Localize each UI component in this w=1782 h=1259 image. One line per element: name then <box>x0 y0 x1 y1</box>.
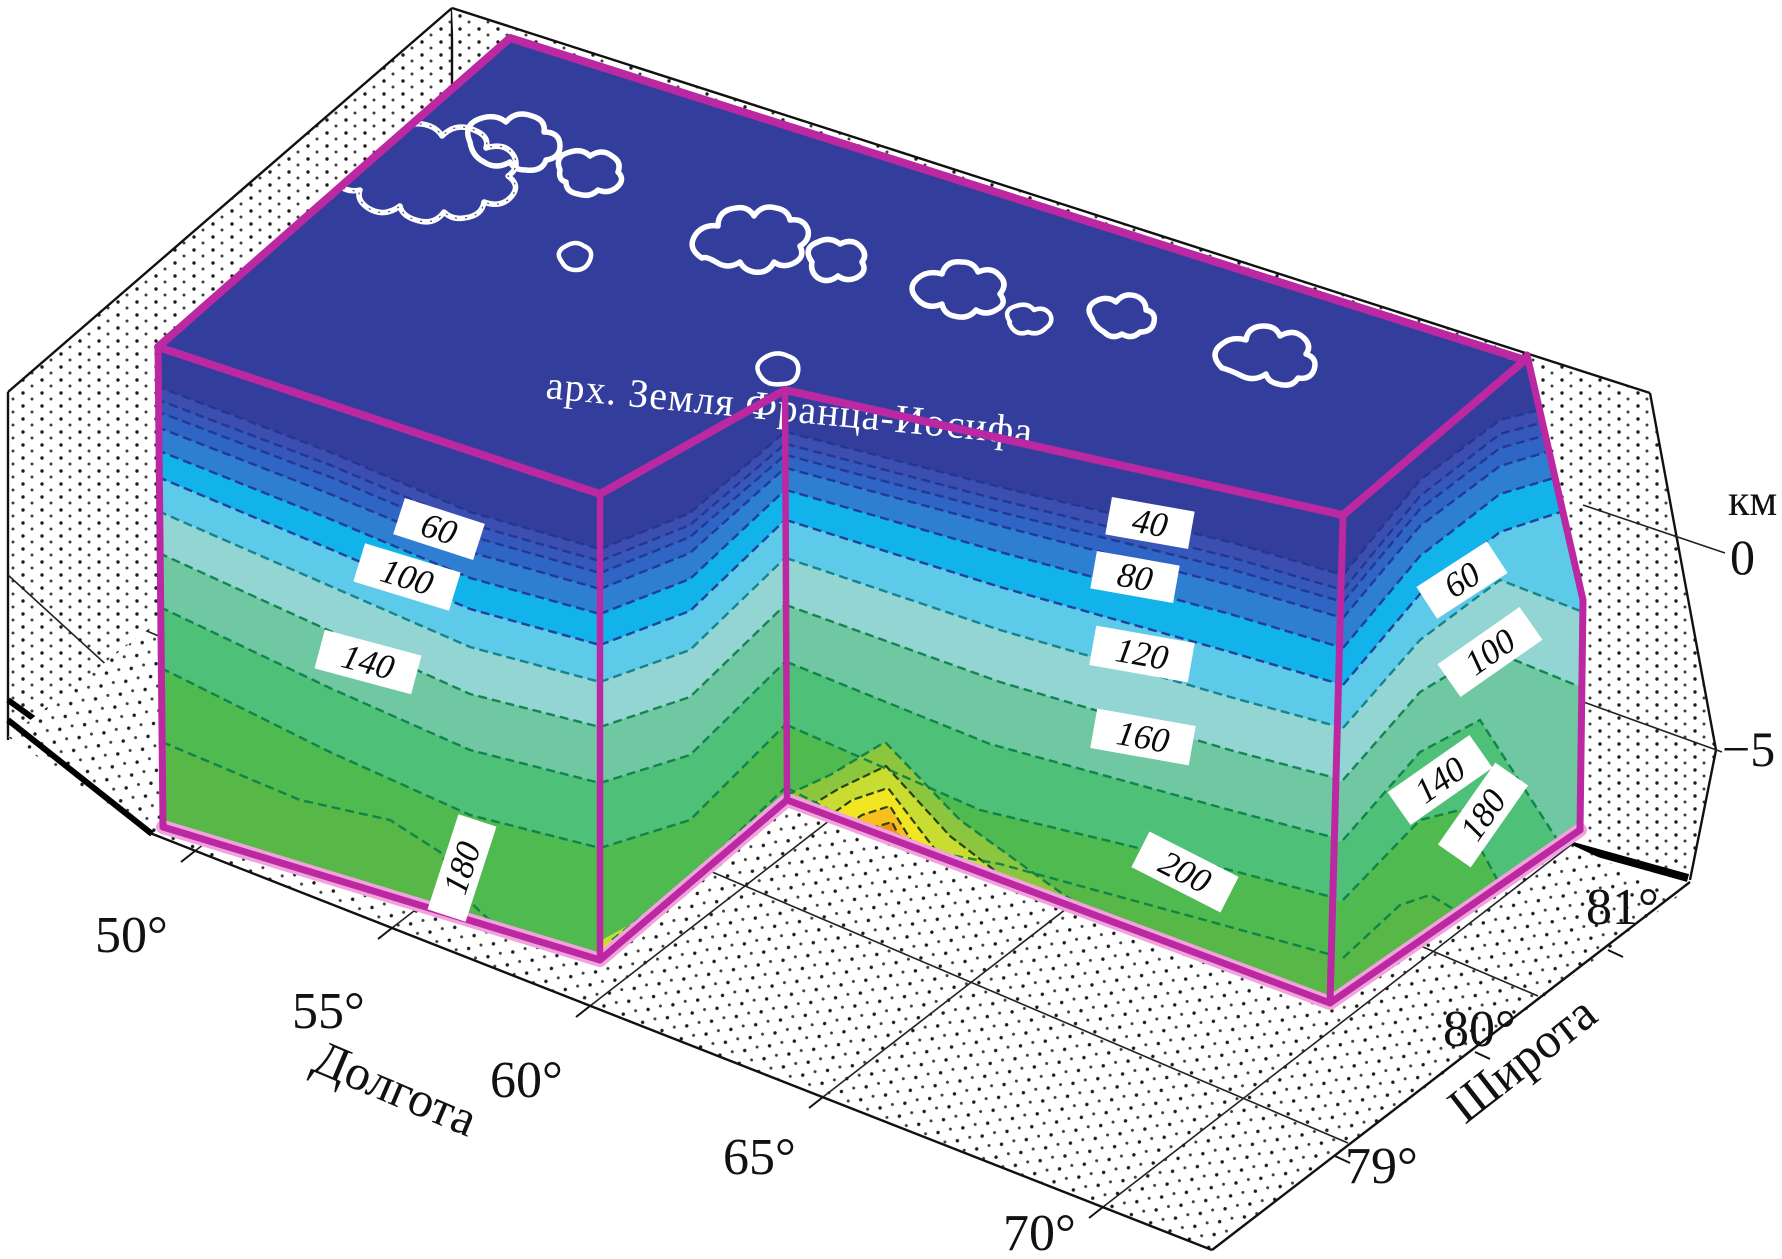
contour-line-30 <box>785 453 1343 604</box>
contour-line-120 <box>600 604 786 729</box>
contour-line-160 <box>786 723 1343 902</box>
contour-line-160 <box>160 666 600 850</box>
contour-label-patch <box>1105 496 1195 550</box>
contour-label-patch <box>1437 606 1543 698</box>
contour-label-patch <box>1089 625 1195 683</box>
contour-label: 120 <box>1089 625 1195 683</box>
contour-line-80 <box>157 475 600 647</box>
band-fill-120 <box>156 553 600 960</box>
hotspot-contour-line <box>799 764 1061 904</box>
contour-line-140 <box>600 661 786 785</box>
band-fill-160 <box>1330 810 1583 1003</box>
band-fill-180 <box>1330 895 1583 1003</box>
contour-line-40 <box>156 425 600 591</box>
depth-tick-0: 0 <box>1730 529 1755 585</box>
contour-line-100 <box>785 556 1343 730</box>
contour-line-100 <box>157 509 600 684</box>
contour-line-20 <box>1342 411 1579 591</box>
contour-line-140 <box>786 660 1343 842</box>
contour-line-80 <box>600 519 786 647</box>
contour-label: 60 <box>393 497 485 561</box>
contour-line-80 <box>785 518 1343 687</box>
contour-line-120 <box>785 603 1343 782</box>
depth-axis-unit: км <box>1728 476 1777 525</box>
contour-label-text: 160 <box>1114 713 1173 761</box>
contour-line-10 <box>600 431 786 551</box>
contour-line-180 <box>1342 893 1461 959</box>
contour-label: 160 <box>1090 708 1196 766</box>
floor-axes <box>6 717 1691 1252</box>
lon-tick-55: 55° <box>292 983 365 1040</box>
block-top-face: арх. Земля Франца-Иосифа <box>158 38 1525 515</box>
band-fill-140 <box>1330 720 1583 1003</box>
contour-label-text: 40 <box>1129 501 1171 546</box>
lon-tick-70: 70° <box>1003 1205 1076 1259</box>
contour-label: 180 <box>427 814 497 922</box>
contour-line-30 <box>1342 424 1580 603</box>
band-fill-140 <box>156 607 600 960</box>
contour-line-30 <box>600 454 786 575</box>
contour-label-patch <box>1090 708 1196 766</box>
lat-tick-79: 79° <box>1345 1138 1418 1195</box>
lon-tick-65: 65° <box>723 1129 796 1186</box>
contour-label-text: 120 <box>1113 630 1172 678</box>
lat-tick-80: 80° <box>1443 1001 1516 1058</box>
contour-label: 40 <box>1105 496 1195 550</box>
contour-line-180 <box>161 740 501 931</box>
lon-tick-60: 60° <box>490 1052 563 1109</box>
contour-line-160 <box>600 724 786 850</box>
contour-line-40 <box>600 467 786 591</box>
contour-label-patch <box>427 814 497 922</box>
depth-tick-m5: −5 <box>1722 721 1775 777</box>
contour-label-patch <box>1437 762 1529 868</box>
lon-tick-50: 50° <box>95 907 168 964</box>
contour-line-10 <box>1342 398 1579 576</box>
contour-line-60 <box>1342 468 1582 649</box>
contour-line-120 <box>158 551 600 729</box>
lat-tick-81: 81° <box>1586 879 1659 936</box>
contour-label-patch <box>1131 831 1239 913</box>
contour-line-200 <box>786 740 1101 921</box>
contour-label-text: 80 <box>1114 555 1156 600</box>
contour-line-140 <box>159 605 600 785</box>
contour-line-160 <box>1342 808 1502 901</box>
contour-label-patch <box>1090 550 1180 604</box>
contour-line-100 <box>600 557 786 684</box>
contour-label-patch <box>1387 734 1493 826</box>
contour-label-patch <box>353 543 461 611</box>
contour-label: 80 <box>1090 550 1180 604</box>
lon-axis-title: Долгота <box>306 1029 486 1148</box>
contour-label-patch <box>393 497 485 561</box>
contour-line-60 <box>600 489 786 616</box>
contour-line-20 <box>600 443 786 563</box>
band-fill-120 <box>1330 650 1583 1003</box>
contour-line-40 <box>1342 440 1581 619</box>
contour-label: 200 <box>1131 831 1239 913</box>
contour-label-patch <box>314 629 422 695</box>
contour-label-patch <box>1416 541 1508 619</box>
contour-line-100 <box>1342 578 1583 729</box>
